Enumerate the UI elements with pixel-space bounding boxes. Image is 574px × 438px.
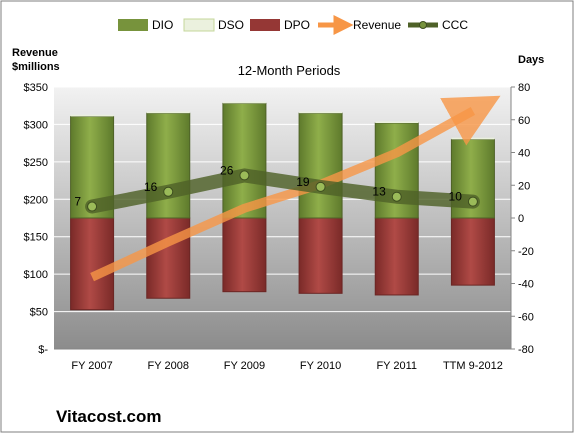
right-tick-label: 80 bbox=[518, 82, 530, 94]
ccc-data-label: 16 bbox=[144, 180, 158, 194]
ccc-data-label: 13 bbox=[372, 185, 386, 199]
left-tick-label: $50 bbox=[30, 307, 48, 319]
legend-label-ccc: CCC bbox=[442, 18, 468, 32]
ccc-data-label: 26 bbox=[220, 163, 234, 177]
legend-label-dpo: DPO bbox=[284, 18, 310, 32]
legend-swatch-ccc-marker bbox=[419, 21, 427, 29]
x-tick-label: FY 2010 bbox=[300, 360, 341, 372]
legend-label-dso: DSO bbox=[218, 18, 244, 32]
dpo-bar bbox=[146, 217, 191, 299]
dio-bar bbox=[146, 112, 191, 219]
dso-bar bbox=[299, 111, 343, 114]
ccc-point bbox=[87, 201, 98, 212]
dpo-bar bbox=[222, 217, 267, 293]
left-tick-label: $200 bbox=[24, 194, 48, 206]
right-axis-title: Days bbox=[518, 54, 544, 66]
right-tick-label: 0 bbox=[518, 213, 524, 225]
right-axis-ticks: -80 -60 -40 -20 0 20 40 60 80 bbox=[511, 82, 534, 356]
dpo-bar bbox=[70, 217, 115, 311]
ccc-data-label: 19 bbox=[296, 175, 310, 189]
dio-bar bbox=[222, 102, 267, 219]
right-tick-label: -80 bbox=[518, 344, 534, 356]
left-tick-label: $- bbox=[38, 344, 48, 356]
dso-bar bbox=[70, 114, 114, 117]
dpo-bar bbox=[450, 217, 495, 286]
ccc-point bbox=[467, 196, 478, 207]
ccc-point bbox=[239, 170, 250, 181]
left-axis-title-line1: Revenue bbox=[12, 47, 58, 59]
x-tick-label: FY 2009 bbox=[224, 360, 265, 372]
ccc-data-label: 7 bbox=[74, 195, 81, 209]
ccc-point bbox=[391, 191, 402, 202]
legend-swatch-dio bbox=[118, 19, 148, 31]
ccc-line bbox=[85, 168, 480, 214]
dpo-bar bbox=[374, 217, 419, 296]
ccc-data-labels: 7 16 26 19 13 10 bbox=[74, 163, 462, 208]
left-tick-label: $150 bbox=[24, 232, 48, 244]
right-tick-label: -60 bbox=[518, 311, 534, 323]
revenue-line bbox=[90, 95, 501, 282]
left-tick-label: $350 bbox=[24, 82, 48, 94]
legend-label-revenue: Revenue bbox=[353, 18, 401, 32]
right-tick-label: 60 bbox=[518, 115, 530, 127]
legend: DIO DSO DPO Revenue CCC bbox=[118, 15, 468, 35]
x-tick-label: FY 2008 bbox=[148, 360, 189, 372]
right-tick-label: 40 bbox=[518, 148, 530, 160]
legend-label-dio: DIO bbox=[152, 18, 173, 32]
x-tick-label: FY 2007 bbox=[71, 360, 112, 372]
x-tick-label: FY 2011 bbox=[376, 360, 417, 372]
x-axis-ticks: FY 2007 FY 2008 FY 2009 FY 2010 FY 2011 TTM 9… bbox=[71, 360, 502, 372]
dpo-bar bbox=[298, 217, 343, 294]
footer-brand: Vitacost.com bbox=[56, 407, 162, 426]
ccc-series bbox=[85, 168, 480, 214]
dso-bar bbox=[146, 111, 190, 114]
dso-bar bbox=[375, 121, 419, 124]
ccc-data-label: 10 bbox=[449, 190, 463, 204]
legend-swatch-dpo bbox=[250, 19, 280, 31]
right-tick-label: -20 bbox=[518, 246, 534, 258]
right-tick-label: -40 bbox=[518, 279, 534, 291]
dio-bar bbox=[298, 112, 343, 219]
dso-bar bbox=[222, 101, 266, 104]
left-axis-ticks: $- $50 $100 $150 $200 $250 $300 $350 bbox=[24, 82, 49, 356]
right-tick-label: 20 bbox=[518, 180, 530, 192]
x-tick-label: TTM 9-2012 bbox=[443, 360, 503, 372]
ccc-point bbox=[315, 181, 326, 192]
dso-bar bbox=[451, 137, 495, 140]
left-tick-label: $300 bbox=[24, 119, 48, 131]
revenue-series bbox=[90, 95, 501, 282]
legend-swatch-dso bbox=[183, 18, 215, 32]
left-tick-label: $100 bbox=[24, 269, 48, 281]
left-axis-title-line2: $millions bbox=[12, 61, 60, 73]
left-tick-label: $250 bbox=[24, 157, 48, 169]
chart-title: 12-Month Periods bbox=[238, 63, 341, 78]
ccc-point bbox=[163, 186, 174, 197]
